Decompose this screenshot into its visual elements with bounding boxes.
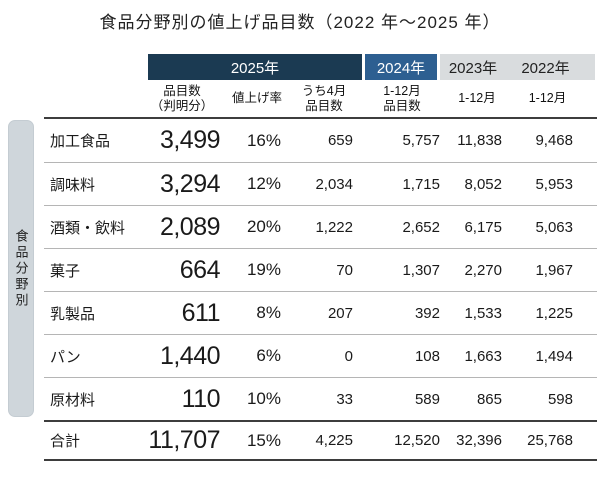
column-header-rate: 値上げ率 <box>226 80 288 117</box>
items-2022-cell: 1,967 <box>535 261 573 279</box>
rate-2025-cell: 20% <box>246 217 281 236</box>
category-cell: 合計 <box>50 433 81 450</box>
april-2025-items-cell: 1,222 <box>315 218 353 236</box>
table-body: 加工食品 3,499 16% 659 5,757 11,838 9,468 調味料 3,294 1… <box>44 117 597 461</box>
items-2024-cell: 392 <box>414 304 440 322</box>
category-axis-label: 食品分野別 <box>13 228 29 309</box>
category-cell: 菓子 <box>50 262 81 280</box>
items-2024-cell: 1,307 <box>402 261 440 279</box>
table-row: 原材料 110 10% 33 589 865 598 <box>44 377 597 420</box>
items-2022-cell: 5,953 <box>535 175 573 193</box>
items-2022-cell: 1,225 <box>535 304 573 322</box>
items-2025-cell: 11,707 <box>148 426 220 454</box>
category-cell: 乳製品 <box>50 305 96 323</box>
items-2024-cell: 589 <box>414 390 440 408</box>
items-2025-cell: 664 <box>179 255 221 284</box>
category-cell: 加工食品 <box>50 133 111 150</box>
column-header-line: 1-12月 <box>383 83 421 98</box>
april-2025-items-cell: 207 <box>327 304 353 322</box>
april-2025-items-cell: 70 <box>336 261 353 279</box>
items-2022-cell: 25,768 <box>527 432 573 449</box>
items-2025-cell: 1,440 <box>159 341 221 370</box>
rate-2025-cell: 16% <box>246 130 281 150</box>
rate-2025-cell: 12% <box>246 174 281 193</box>
column-header-line: 1-12月 <box>458 91 496 105</box>
items-2023-cell: 32,396 <box>456 432 502 449</box>
table-row: 加工食品 3,499 16% 659 5,757 11,838 9,468 <box>44 119 597 162</box>
table-row: パン 1,440 6% 0 108 1,663 1,494 <box>44 334 597 377</box>
category-cell: 調味料 <box>50 176 96 194</box>
column-header-items-2025: 品目数 （判明分） <box>138 80 226 117</box>
category-cell: 酒類・飲料 <box>50 219 126 237</box>
april-2025-items-cell: 4,225 <box>315 432 353 449</box>
column-header-line: 品目数 <box>163 83 201 98</box>
items-2024-cell: 12,520 <box>394 432 440 449</box>
category-cell: 原材料 <box>50 391 96 409</box>
rate-2025-cell: 8% <box>256 303 281 322</box>
column-header-spacer <box>44 80 138 117</box>
rate-2025-cell: 19% <box>246 260 281 279</box>
total-row: 合計 11,707 15% 4,225 12,520 32,396 25,768 <box>44 420 597 461</box>
column-header-items-2023: 1-12月 <box>444 80 510 117</box>
items-2022-cell: 5,063 <box>535 218 573 236</box>
rate-2025-cell: 6% <box>256 346 281 365</box>
column-header-row: 品目数 （判明分） 値上げ率 うち4月 品目数 1-12月 品目数 1-12月 … <box>44 80 597 117</box>
items-2022-cell: 9,468 <box>535 132 573 149</box>
column-header-items-2024: 1-12月 品目数 <box>360 80 444 117</box>
table-row: 菓子 664 19% 70 1,307 2,270 1,967 <box>44 248 597 291</box>
items-2023-cell: 11,838 <box>457 132 502 149</box>
items-2025-cell: 2,089 <box>159 212 221 241</box>
column-header-line: 値上げ率 <box>231 91 282 105</box>
year-header-2023: 2023年 <box>448 59 498 77</box>
items-2024-cell: 5,757 <box>402 132 440 149</box>
column-header-line: 品目数 <box>305 98 343 113</box>
items-2024-cell: 108 <box>414 347 440 365</box>
table-row: 調味料 3,294 12% 2,034 1,715 8,052 5,953 <box>44 162 597 205</box>
year-header-2024: 2024年 <box>365 54 437 80</box>
items-2023-cell: 1,663 <box>464 347 502 365</box>
april-2025-items-cell: 0 <box>344 347 353 365</box>
column-header-line: （判明分） <box>150 98 214 113</box>
table-row: 酒類・飲料 2,089 20% 1,222 2,652 6,175 5,063 <box>44 205 597 248</box>
items-2022-cell: 598 <box>547 390 573 408</box>
column-header-april-items: うち4月 品目数 <box>288 80 360 117</box>
year-header-2022: 2022年 <box>521 59 570 77</box>
table-row: 乳製品 611 8% 207 392 1,533 1,225 <box>44 291 597 334</box>
year-header-prev-years: 2023年 2022年 <box>440 54 595 80</box>
column-header-items-2022: 1-12月 <box>510 80 597 117</box>
category-axis-band: 食品分野別 <box>8 120 34 417</box>
page-title: 食品分野別の値上げ品目数（2022 年～2025 年） <box>99 13 501 32</box>
items-2024-cell: 1,715 <box>402 175 440 193</box>
column-header-line: うち4月 <box>301 83 347 98</box>
items-2023-cell: 8,052 <box>464 175 502 193</box>
items-2023-cell: 2,270 <box>464 261 502 279</box>
items-2025-cell: 110 <box>181 384 221 413</box>
column-header-line: 品目数 <box>383 98 421 113</box>
year-header-2025: 2025年 <box>148 54 362 80</box>
rate-2025-cell: 15% <box>246 430 281 450</box>
column-header-line: 1-12月 <box>528 91 567 105</box>
items-2025-cell: 611 <box>181 298 221 327</box>
category-cell: パン <box>50 348 81 366</box>
items-2023-cell: 865 <box>476 390 502 408</box>
april-2025-items-cell: 2,034 <box>315 175 353 193</box>
items-2022-cell: 1,494 <box>535 347 573 365</box>
items-2025-cell: 3,294 <box>159 169 221 198</box>
april-2025-items-cell: 33 <box>336 390 353 408</box>
year-header-row: 2025年 2024年 2023年 2022年 <box>148 54 595 80</box>
items-2023-cell: 6,175 <box>464 218 502 236</box>
april-2025-items-cell: 659 <box>327 132 353 149</box>
items-2025-cell: 3,499 <box>159 126 221 154</box>
items-2023-cell: 1,533 <box>464 304 502 322</box>
items-2024-cell: 2,652 <box>402 218 440 236</box>
rate-2025-cell: 10% <box>246 389 281 408</box>
